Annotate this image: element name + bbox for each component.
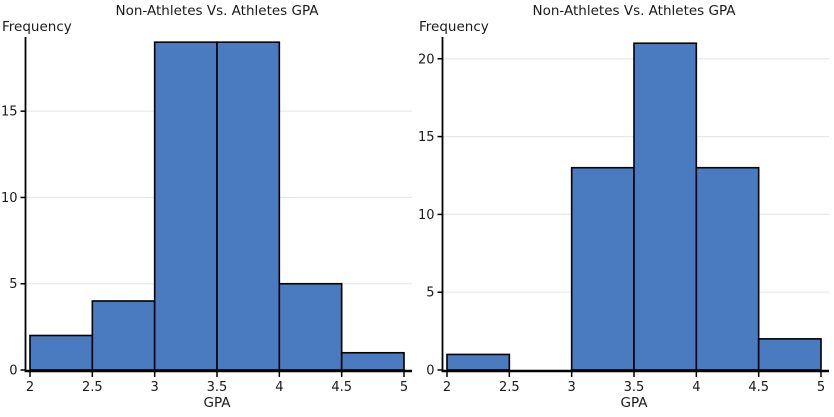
histogram-plot: 0 5 10 15 20 2 2.5 3 3.5 4 4.5 5 (418, 37, 829, 395)
x-tick-label: 2.5 (499, 380, 520, 395)
histogram-bar (633, 42, 698, 371)
y-tick-label: 15 (1, 105, 18, 120)
x-tick-label: 5 (400, 380, 408, 395)
histogram-bar (216, 41, 281, 371)
y-tick-label: 5 (9, 277, 17, 292)
histogram-bar (695, 166, 760, 371)
y-tick-label: 20 (418, 52, 435, 67)
x-tick-label: 3 (568, 380, 576, 395)
histogram-bar (757, 338, 822, 371)
x-tick-label: 2 (26, 380, 34, 395)
chart-title: Non-Athletes Vs. Athletes GPA (115, 3, 319, 19)
x-tick-label: 5 (817, 380, 825, 395)
x-tick-label: 3.5 (207, 380, 228, 395)
x-tick-label: 4 (275, 380, 283, 395)
x-tick-label: 4.5 (331, 380, 352, 395)
y-tick-label: 0 (9, 364, 17, 379)
y-axis-title: Frequency (419, 19, 489, 35)
y-tick-label: 0 (426, 364, 434, 379)
x-tick-label: 4.5 (748, 380, 769, 395)
histogram-athletes: Non-Athletes Vs. Athletes GPA Frequency … (417, 0, 834, 417)
x-tick-label: 2.5 (82, 380, 103, 395)
x-axis-title: GPA (620, 395, 648, 411)
y-tick-label: 5 (426, 286, 434, 301)
histogram-bar (570, 166, 635, 371)
histogram-bar (340, 351, 405, 371)
y-tick-label: 10 (1, 191, 18, 206)
x-axis-title: GPA (203, 395, 231, 411)
histogram-bar (29, 334, 94, 371)
histogram-bar (278, 282, 343, 371)
histogram-non-athletes: Non-Athletes Vs. Athletes GPA Frequency … (0, 3, 412, 411)
histogram-bar (91, 300, 156, 371)
y-tick-label: 15 (418, 130, 435, 145)
x-tick-label: 4 (692, 380, 700, 395)
histogram-bar (446, 353, 511, 371)
x-tick-label: 3 (151, 380, 159, 395)
x-tick-label: 3.5 (624, 380, 645, 395)
y-axis-title: Frequency (2, 19, 72, 35)
histogram-plot: 0 5 10 15 2 2.5 3 3.5 4 4.5 5 (1, 37, 412, 395)
y-tick-label: 10 (418, 208, 435, 223)
histogram-bar (153, 41, 218, 371)
x-tick-label: 2 (443, 380, 451, 395)
chart-title: Non-Athletes Vs. Athletes GPA (532, 3, 736, 19)
